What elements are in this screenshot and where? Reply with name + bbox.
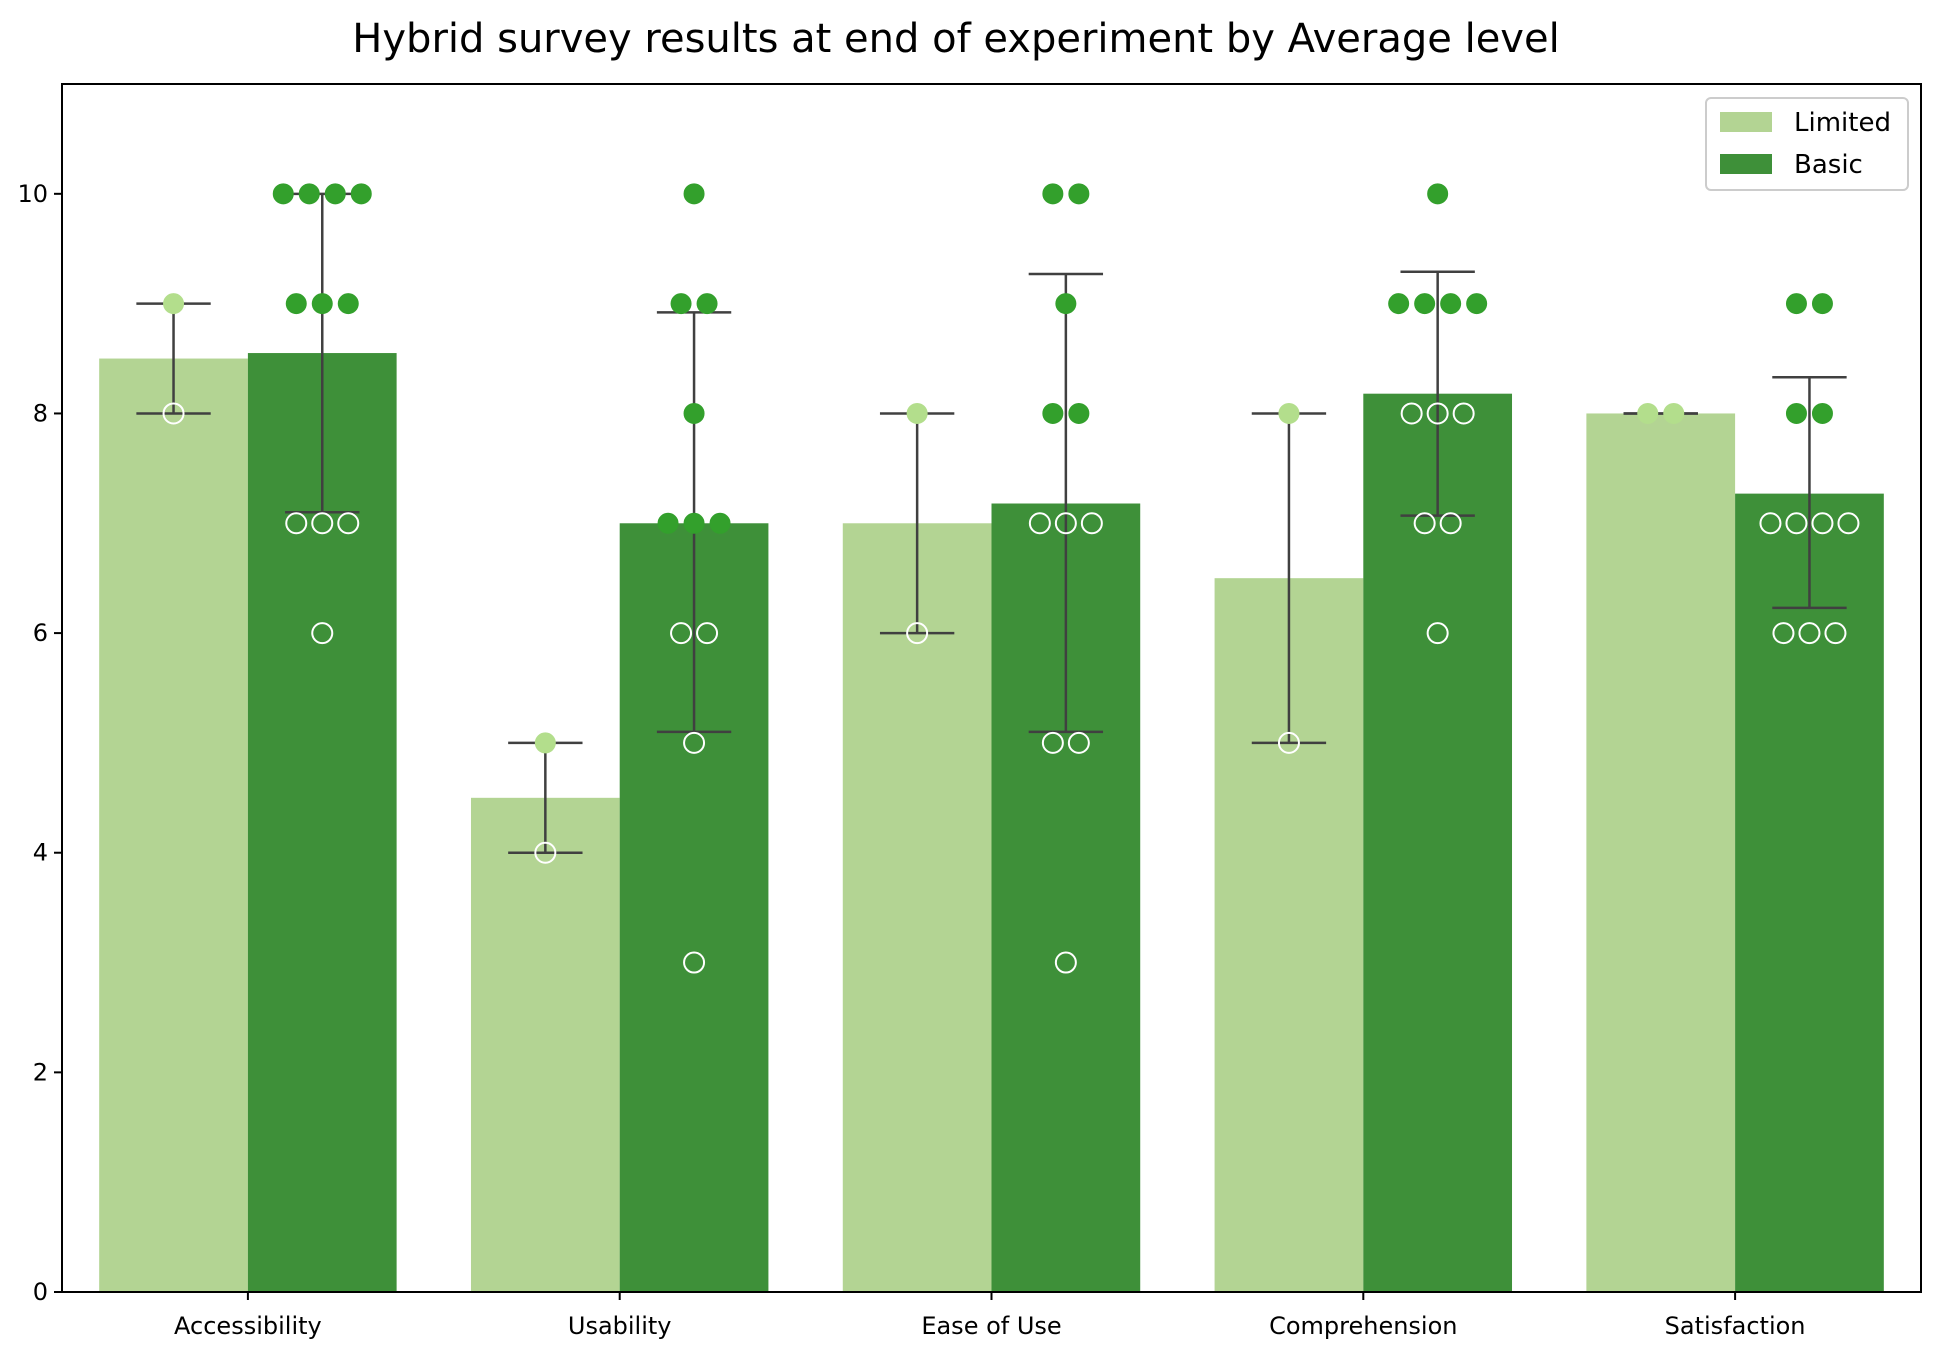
data-point-1-1 — [683, 731, 706, 754]
chart-title: Hybrid survey results at end of experime… — [352, 16, 1559, 62]
data-point-1-4 — [1798, 622, 1821, 645]
data-point-1-0 — [298, 183, 320, 205]
data-point-1-1 — [683, 512, 705, 534]
data-point-1-4 — [1785, 402, 1807, 424]
data-point-0-1 — [534, 732, 556, 754]
data-point-1-1 — [683, 951, 706, 974]
data-point-1-0 — [272, 183, 294, 205]
bar-limited-0 — [99, 358, 248, 1293]
data-point-1-3 — [1427, 183, 1449, 205]
data-point-1-1 — [683, 183, 705, 205]
data-point-1-0 — [350, 183, 372, 205]
data-point-1-0 — [337, 512, 360, 535]
data-point-0-4 — [1663, 402, 1685, 424]
data-point-1-2 — [1068, 402, 1090, 424]
y-tick-label: 8 — [33, 399, 48, 427]
legend-swatch-basic — [1720, 154, 1772, 174]
data-point-1-3 — [1440, 293, 1462, 315]
axes-layer: 0 2 4 6 8 10 Accessibility Usability Ease of Use… — [17, 83, 1922, 1340]
legend: Limited Basic — [1705, 97, 1909, 191]
data-point-1-4 — [1824, 622, 1847, 645]
data-point-1-3 — [1452, 402, 1475, 425]
data-point-0-2 — [906, 402, 928, 424]
data-point-1-2 — [1067, 731, 1090, 754]
data-point-1-3 — [1400, 402, 1423, 425]
y-tick-label: 6 — [33, 619, 48, 647]
y-tick-label: 2 — [33, 1058, 48, 1086]
bar-basic-4 — [1735, 493, 1884, 1292]
bar-limited-1 — [470, 797, 620, 1292]
points-layer — [162, 183, 1860, 974]
bar-limited-2 — [842, 523, 992, 1292]
data-point-1-3 — [1426, 622, 1449, 645]
data-point-1-4 — [1811, 512, 1834, 535]
data-point-0-1 — [534, 841, 557, 864]
data-point-1-0 — [324, 183, 346, 205]
data-point-1-1 — [670, 293, 692, 315]
x-tick-label: Ease of Use — [921, 1312, 1061, 1340]
data-point-1-0 — [285, 293, 307, 315]
data-point-1-2 — [1042, 402, 1064, 424]
data-point-1-0 — [311, 293, 333, 315]
data-point-1-3 — [1388, 293, 1410, 315]
legend-label-limited: Limited — [1794, 108, 1891, 138]
error-bars-layer — [136, 192, 1847, 854]
data-point-1-1 — [683, 402, 705, 424]
data-point-1-2 — [1054, 512, 1077, 535]
legend-swatch-limited — [1720, 112, 1772, 132]
x-tick-label: Accessibility — [174, 1312, 322, 1340]
data-point-0-4 — [1637, 402, 1659, 424]
data-point-1-2 — [1054, 951, 1077, 974]
y-tick-label: 4 — [33, 839, 48, 867]
data-point-1-2 — [1028, 512, 1051, 535]
data-point-1-0 — [285, 512, 308, 535]
data-point-1-2 — [1041, 731, 1064, 754]
data-point-1-3 — [1466, 293, 1488, 315]
data-point-1-3 — [1426, 402, 1449, 425]
data-point-1-2 — [1080, 512, 1103, 535]
data-point-1-2 — [1068, 183, 1090, 205]
data-point-1-0 — [311, 622, 334, 645]
data-point-1-4 — [1811, 402, 1833, 424]
data-point-1-2 — [1042, 183, 1064, 205]
data-point-1-1 — [657, 512, 679, 534]
x-tick-label: Usability — [568, 1312, 672, 1340]
bars-layer — [99, 353, 1884, 1293]
data-point-1-1 — [709, 512, 731, 534]
data-point-1-1 — [696, 293, 718, 315]
bar-basic-3 — [1363, 393, 1513, 1293]
data-point-0-3 — [1277, 731, 1300, 754]
data-point-1-4 — [1811, 293, 1833, 315]
x-tick-label: Comprehension — [1269, 1312, 1457, 1340]
data-point-1-4 — [1785, 512, 1808, 535]
y-tick-label: 0 — [33, 1278, 48, 1306]
data-point-0-0 — [162, 402, 185, 425]
data-point-1-4 — [1759, 512, 1782, 535]
data-point-0-3 — [1278, 402, 1300, 424]
data-point-0-0 — [163, 293, 185, 315]
data-point-1-1 — [670, 622, 693, 645]
data-point-1-0 — [337, 293, 359, 315]
x-tick-label: Satisfaction — [1665, 1312, 1806, 1340]
data-point-1-4 — [1772, 622, 1795, 645]
data-point-1-3 — [1413, 512, 1436, 535]
bar-limited-4 — [1586, 413, 1736, 1292]
data-point-1-1 — [696, 622, 719, 645]
data-point-1-2 — [1055, 293, 1077, 315]
y-tick-label: 10 — [17, 180, 48, 208]
data-point-1-3 — [1439, 512, 1462, 535]
data-point-1-4 — [1837, 512, 1860, 535]
data-point-0-2 — [906, 622, 929, 645]
data-point-1-3 — [1414, 293, 1436, 315]
data-point-1-0 — [311, 512, 334, 535]
data-point-1-4 — [1785, 293, 1807, 315]
legend-label-basic: Basic — [1794, 150, 1863, 180]
